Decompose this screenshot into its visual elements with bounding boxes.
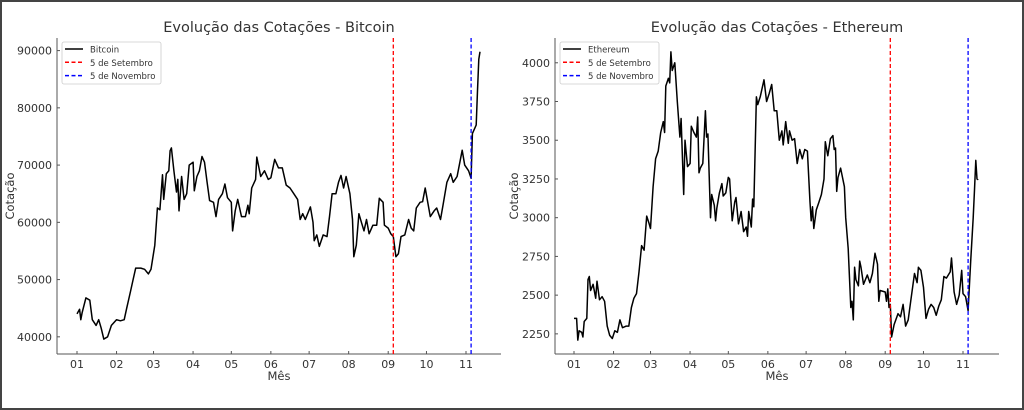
legend-label: 5 de Setembro (90, 59, 153, 69)
y-tick-label: 3500 (522, 134, 550, 147)
series-line-bitcoin (76, 51, 481, 340)
y-tick-label: 3000 (522, 212, 550, 225)
legend-label: 5 de Novembro (588, 72, 653, 82)
x-axis-label: Mês (766, 369, 789, 383)
chart-title: Evolução das Cotações - Bitcoin (163, 20, 394, 36)
x-tick-label: 07 (302, 358, 316, 371)
x-tick-label: 01 (567, 358, 581, 371)
x-tick-label: 03 (644, 358, 658, 371)
x-tick-label: 09 (381, 358, 395, 371)
x-tick-label: 04 (186, 358, 200, 371)
chart-ethereum: Evolução das Cotações - Ethereum 2250 2500… (507, 20, 999, 383)
y-tick-label: 60000 (17, 216, 52, 229)
x-tick-label: 10 (419, 358, 433, 371)
legend-label: 5 de Novembro (90, 72, 155, 82)
x-tick-label: 01 (70, 358, 84, 371)
x-tick-label: 06 (264, 358, 278, 371)
y-tick-label: 2750 (522, 250, 550, 263)
y-tick-label: 50000 (17, 274, 52, 287)
x-tick-label: 02 (110, 358, 124, 371)
x-tick-label: 02 (607, 358, 621, 371)
series-line-ethereum (574, 51, 979, 341)
legend-box (559, 41, 660, 85)
y-tick-label: 2250 (522, 328, 550, 341)
x-tick-label: 03 (147, 358, 161, 371)
chart-title: Evolução das Cotações - Ethereum (651, 20, 904, 36)
legend-label: Bitcoin (90, 46, 119, 56)
legend: Bitcoin 5 de Setembro 5 de Novembro (61, 41, 162, 85)
x-tick-label: 05 (224, 358, 238, 371)
legend: Ethereum 5 de Setembro 5 de Novembro (559, 41, 660, 85)
y-axis-label: Cotação (3, 172, 17, 219)
x-tick-label: 09 (878, 358, 892, 371)
y-tick-label: 40000 (17, 331, 52, 344)
y-tick-label: 3750 (522, 96, 550, 109)
x-tick-label: 07 (799, 358, 813, 371)
x-axis-label: Mês (268, 369, 291, 383)
y-tick-label: 4000 (522, 57, 550, 70)
legend-label: Ethereum (588, 46, 630, 56)
x-tick-label: 04 (683, 358, 697, 371)
y-tick-label: 80000 (17, 102, 52, 115)
x-tick-label: 10 (916, 358, 930, 371)
x-tick-label: 06 (761, 358, 775, 371)
chart-bitcoin: Evolução das Cotações - Bitcoin 40000 5000… (3, 20, 501, 383)
y-axis-label: Cotação (507, 172, 521, 219)
x-tick-label: 11 (956, 358, 970, 371)
legend-box (61, 41, 162, 85)
x-tick-label: 08 (839, 358, 853, 371)
y-tick-label: 2500 (522, 289, 550, 302)
x-tick-label: 05 (721, 358, 735, 371)
y-tick-label: 3250 (522, 173, 550, 186)
y-tick-label: 70000 (17, 159, 52, 172)
x-tick-label: 08 (342, 358, 356, 371)
x-tick-label: 11 (459, 358, 473, 371)
legend-label: 5 de Setembro (588, 59, 651, 69)
y-tick-label: 90000 (17, 45, 52, 58)
